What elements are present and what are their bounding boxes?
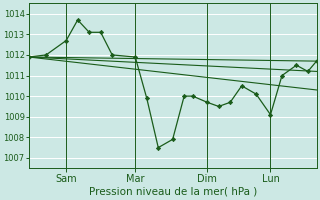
X-axis label: Pression niveau de la mer( hPa ): Pression niveau de la mer( hPa ) xyxy=(89,187,257,197)
